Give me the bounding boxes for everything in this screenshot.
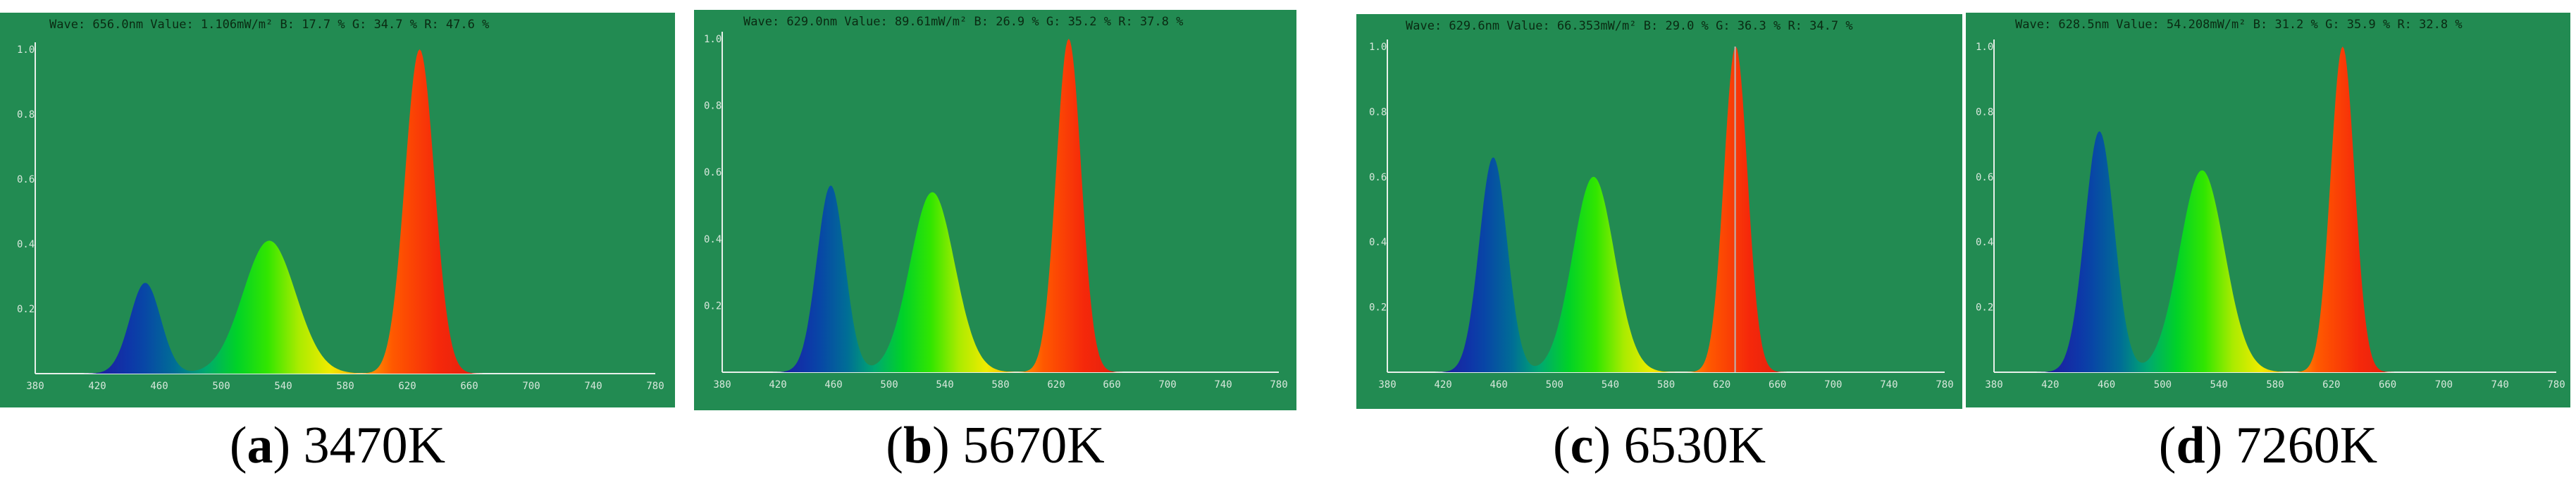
y-tick-label: 0.2 [704,300,722,312]
x-tick-label: 580 [991,379,1009,391]
x-tick-label: 580 [1657,379,1675,391]
x-tick-label: 700 [1824,379,1842,391]
spectrum-area [1415,47,1833,372]
x-tick-label: 540 [2210,379,2228,391]
x-tick-label: 420 [2041,379,2059,391]
spectrum-chart: Wave: 656.0nm Value: 1.106mW/m² B: 17.7 … [0,13,675,407]
readout-header: Wave: 629.6nm Value: 66.353mW/m² B: 29.0… [1406,19,1853,33]
y-tick-label: 0.4 [1369,237,1387,248]
panel-caption: (d) 7260K [2158,417,2378,474]
spectrum-panel-a: Wave: 656.0nm Value: 1.106mW/m² B: 17.7 … [0,0,675,497]
x-tick-label: 380 [1378,379,1396,391]
panel-letter: b [903,417,933,474]
x-tick-label: 660 [460,381,478,392]
y-tick-label: 0.6 [1976,172,1993,183]
spectrum-chart: Wave: 629.0nm Value: 89.61mW/m² B: 26.9 … [694,10,1296,410]
x-tick-label: 540 [1602,379,1619,391]
x-tick-label: 380 [713,379,731,391]
y-tick-label: 0.4 [17,239,35,250]
y-tick-label: 0.4 [704,234,722,245]
x-tick-label: 620 [1047,379,1065,391]
y-tick-label: 0.2 [1976,302,1993,314]
chart-background [694,10,1296,410]
x-tick-label: 740 [1880,379,1897,391]
panel-cct-label: 5670K [962,417,1105,474]
y-tick-label: 0.2 [1369,302,1387,314]
y-tick-label: 0.4 [1976,237,1993,248]
spectrum-chart: Wave: 629.6nm Value: 66.353mW/m² B: 29.0… [1356,14,1962,409]
chart-background [0,13,675,407]
spectrum-chart: Wave: 628.5nm Value: 54.208mW/m² B: 31.2… [1966,13,2570,407]
x-tick-label: 460 [2098,379,2115,391]
spectrum-area [66,49,531,374]
spectrum-panel-b: Wave: 629.0nm Value: 89.61mW/m² B: 26.9 … [694,0,1296,497]
readout-header: Wave: 656.0nm Value: 1.106mW/m² B: 17.7 … [49,18,489,32]
x-tick-label: 620 [2322,379,2340,391]
panel-letter: a [247,417,273,474]
x-tick-label: 660 [1103,379,1120,391]
x-tick-label: 420 [769,379,786,391]
x-tick-label: 740 [584,381,602,392]
x-tick-label: 540 [274,381,292,392]
x-tick-label: 740 [1214,379,1232,391]
y-tick-label: 0.6 [704,167,722,178]
y-tick-label: 1.0 [704,34,722,45]
y-tick-label: 0.6 [17,174,35,185]
x-tick-label: 580 [336,381,354,392]
y-tick-label: 0.8 [704,101,722,112]
spectrum-panel-c: Wave: 629.6nm Value: 66.353mW/m² B: 29.0… [1356,0,1962,497]
panel-caption: (c) 6530K [1552,417,1766,474]
panel-cct-label: 3470K [303,417,446,474]
x-tick-label: 620 [398,381,416,392]
x-tick-label: 500 [2154,379,2172,391]
x-tick-label: 700 [522,381,540,392]
x-tick-label: 380 [1985,379,2002,391]
spectrum-area [750,39,1168,372]
x-tick-label: 740 [2491,379,2509,391]
y-tick-label: 0.8 [17,109,35,121]
y-tick-label: 0.8 [1369,106,1387,118]
x-tick-label: 620 [1713,379,1730,391]
x-tick-label: 660 [2379,379,2396,391]
chart-background [1966,13,2570,407]
x-tick-label: 580 [2266,379,2284,391]
x-tick-label: 460 [824,379,842,391]
x-tick-label: 460 [150,381,168,392]
x-tick-label: 460 [1490,379,1508,391]
panel-caption: (a) 3470K [229,417,446,474]
x-tick-label: 500 [880,379,898,391]
y-tick-label: 1.0 [17,44,35,56]
x-tick-label: 700 [2435,379,2453,391]
x-tick-label: 540 [936,379,953,391]
y-tick-label: 0.2 [17,304,35,315]
x-tick-label: 780 [1270,379,1287,391]
y-tick-label: 0.6 [1369,172,1387,183]
spectrum-area [2021,47,2444,372]
panel-letter: c [1570,417,1594,474]
x-tick-label: 660 [1769,379,1786,391]
y-tick-label: 1.0 [1369,42,1387,53]
y-tick-label: 0.8 [1976,106,1993,118]
x-tick-label: 780 [2547,379,2565,391]
panel-cct-label: 6530K [1623,417,1766,474]
x-tick-label: 780 [646,381,664,392]
x-tick-label: 380 [26,381,44,392]
panel-letter: d [2176,417,2205,474]
chart-background [1356,14,1962,409]
x-tick-label: 780 [1936,379,1953,391]
x-tick-label: 500 [212,381,230,392]
y-tick-label: 1.0 [1976,42,1993,53]
x-tick-label: 420 [1434,379,1451,391]
readout-header: Wave: 629.0nm Value: 89.61mW/m² B: 26.9 … [743,15,1183,29]
x-tick-label: 420 [88,381,106,392]
spectrum-panel-d: Wave: 628.5nm Value: 54.208mW/m² B: 31.2… [1966,0,2570,497]
x-tick-label: 500 [1546,379,1563,391]
readout-header: Wave: 628.5nm Value: 54.208mW/m² B: 31.2… [2015,18,2463,32]
panel-caption: (b) 5670K [886,417,1105,474]
panel-cct-label: 7260K [2235,417,2378,474]
x-tick-label: 700 [1158,379,1176,391]
